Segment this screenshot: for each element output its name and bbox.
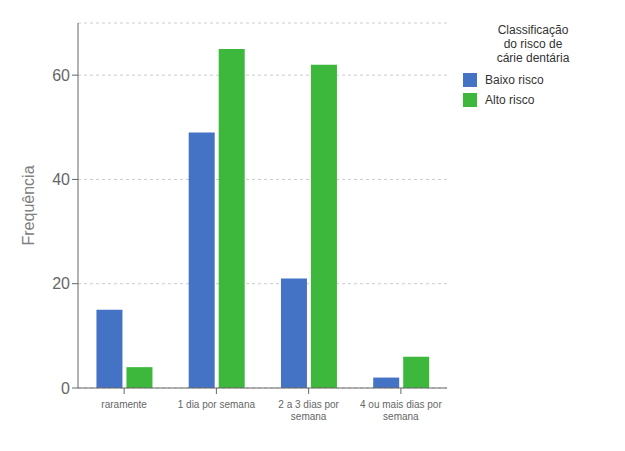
svg-text:40: 40 [52, 171, 70, 188]
html-text:do risco de: do risco de [503, 37, 563, 51]
svg-text:raramente: raramente [101, 399, 147, 410]
svg-text:60: 60 [52, 67, 70, 84]
svg-text:0: 0 [61, 380, 70, 397]
svg-text:20: 20 [52, 275, 70, 292]
svg-text:1 dia por semana: 1 dia por semana [178, 399, 256, 410]
svg-text:2 a 3 dias porsemana: 2 a 3 dias porsemana [278, 399, 339, 422]
html-text:cárie dentária: cárie dentária [496, 51, 570, 65]
svg-text:4 ou mais dias porsemana: 4 ou mais dias porsemana [360, 399, 442, 422]
html-text:Alto risco: Alto risco [485, 93, 535, 107]
html-text:Classificação: Classificação [497, 23, 569, 37]
svg-text:Frequência: Frequência [20, 165, 37, 245]
html-text:Baixo risco: Baixo risco [485, 73, 544, 87]
